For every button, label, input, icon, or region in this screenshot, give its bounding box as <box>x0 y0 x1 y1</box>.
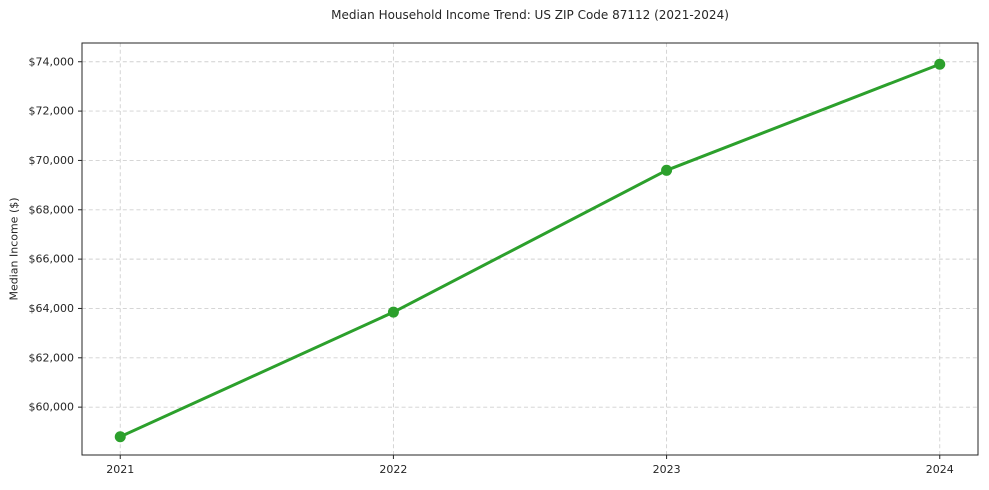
income-trend-line <box>118 62 942 439</box>
y-tick-label: $72,000 <box>29 105 75 118</box>
data-point-2023 <box>661 164 673 176</box>
y-tick-label: $62,000 <box>29 351 75 364</box>
chart-title: Median Household Income Trend: US ZIP Co… <box>331 8 729 22</box>
x-tick-label: 2023 <box>653 463 681 476</box>
x-tick-label: 2021 <box>106 463 134 476</box>
y-tick-label: $70,000 <box>29 154 75 167</box>
data-point-2024 <box>934 58 946 70</box>
y-tick-label: $64,000 <box>29 302 75 315</box>
y-tick-label: $60,000 <box>29 401 75 414</box>
y-tick-label: $68,000 <box>29 203 75 216</box>
y-tick-label: $66,000 <box>29 253 75 266</box>
y-tick-label: $74,000 <box>29 55 75 68</box>
x-tick-label: 2024 <box>926 463 954 476</box>
data-point-2022 <box>387 306 399 318</box>
x-tick-label: 2022 <box>379 463 407 476</box>
axes-frame <box>81 42 979 456</box>
data-point-2021 <box>114 431 126 443</box>
